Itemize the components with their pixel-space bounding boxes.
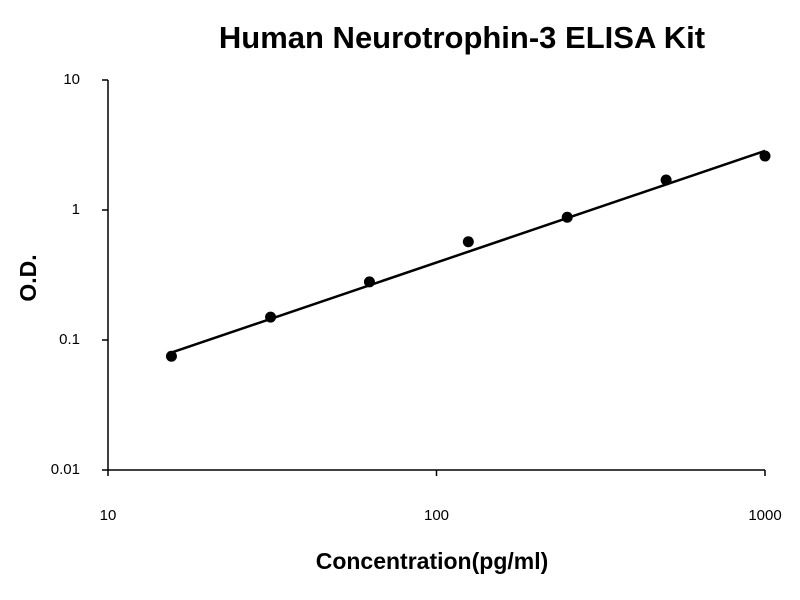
y-tick-label: 10 [63,71,80,88]
data-point [660,174,672,186]
x-tick-label: 100 [424,507,449,524]
y-tick-label: 0.1 [59,331,80,348]
data-point [561,211,573,223]
chart-title: Human Neurotrophin-3 ELISA Kit [219,20,705,55]
y-tick-label: 1 [72,201,80,218]
data-point [265,311,277,323]
data-point [165,350,177,362]
x-axis-label: Concentration(pg/ml) [316,548,549,574]
data-point [462,236,474,248]
x-tick-label: 1000 [748,507,781,524]
y-tick-label: 0.01 [51,461,80,478]
x-tick-label: 10 [100,507,117,524]
data-point [363,276,375,288]
data-point [759,150,771,162]
y-axis-label: O.D. [15,254,41,301]
